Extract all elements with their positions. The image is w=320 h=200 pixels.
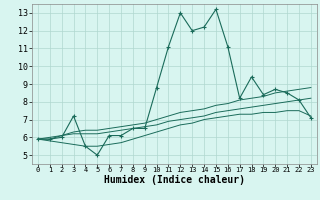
X-axis label: Humidex (Indice chaleur): Humidex (Indice chaleur) xyxy=(104,175,245,185)
